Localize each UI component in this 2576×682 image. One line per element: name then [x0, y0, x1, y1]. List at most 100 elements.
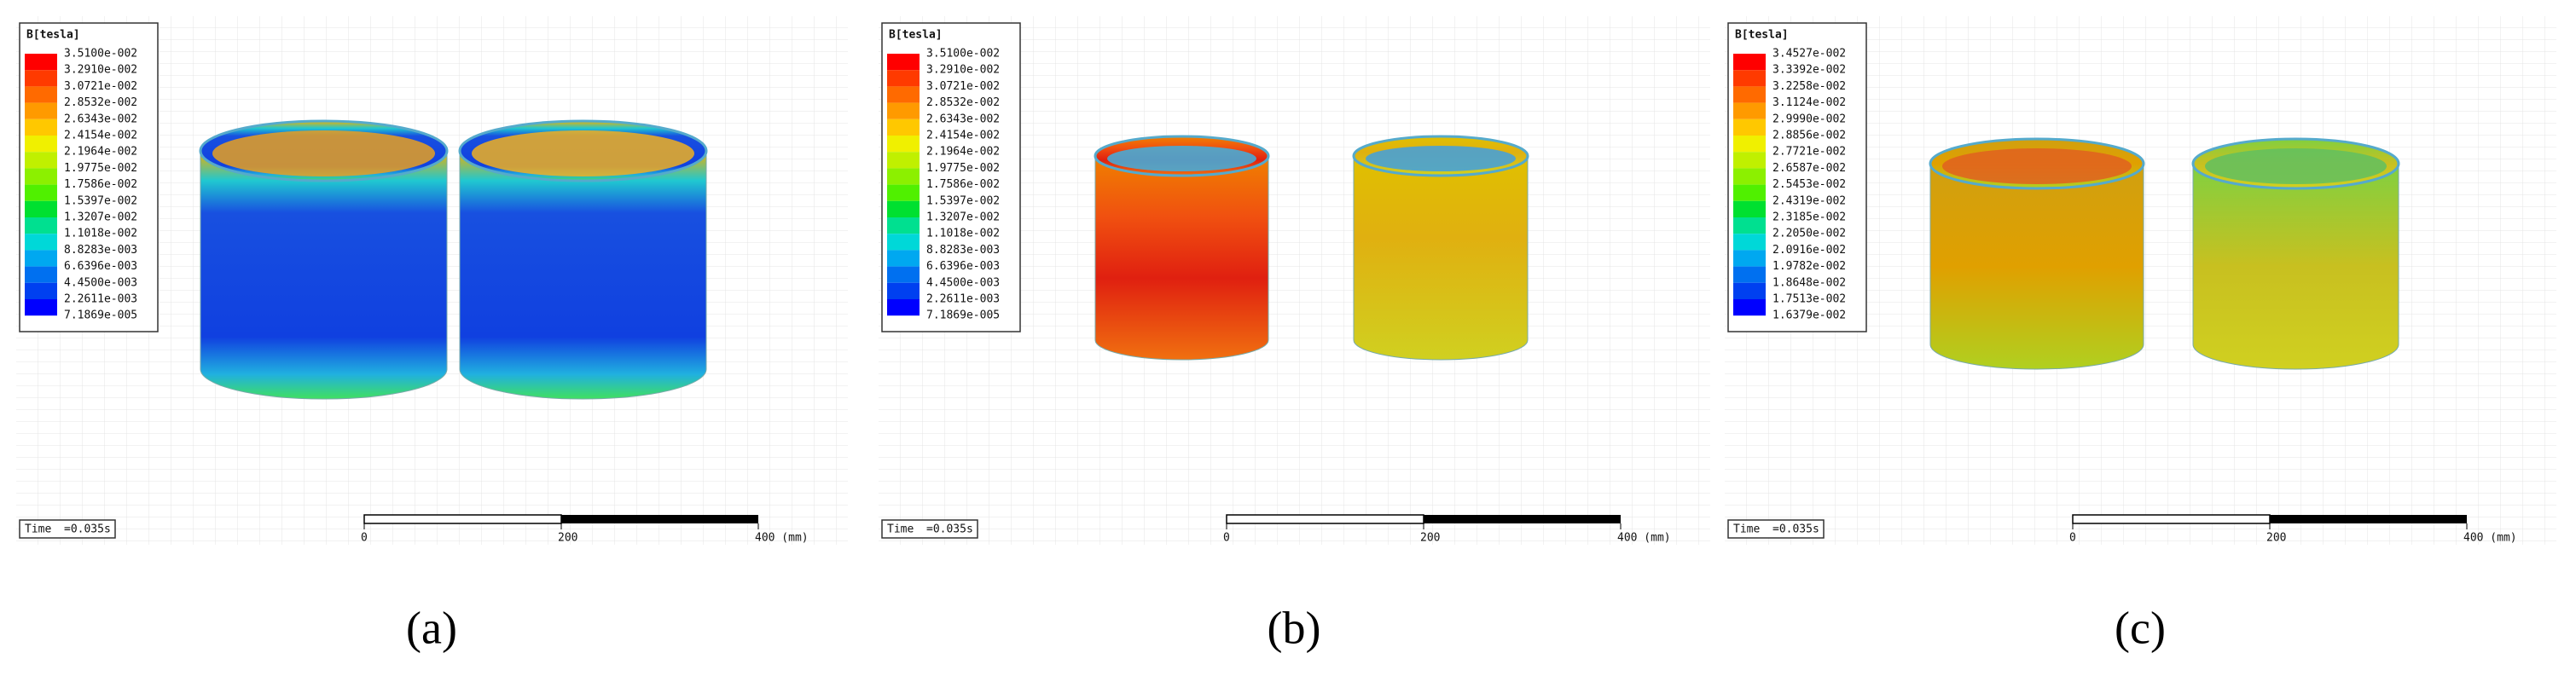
- legend-swatch: [1733, 168, 1766, 185]
- legend-swatch: [25, 54, 57, 71]
- scale-bar-white: [2072, 514, 2271, 524]
- legend-swatch: [25, 136, 57, 153]
- legend-label: 2.8532e-002: [926, 96, 1000, 109]
- legend-swatch: [1733, 299, 1766, 316]
- time-label: Time: [1733, 523, 1760, 536]
- panel-caption: (b): [1268, 602, 1321, 653]
- cylinder: [1929, 163, 2144, 370]
- legend-label: 1.9775e-002: [64, 162, 137, 175]
- legend-label: 1.1018e-002: [926, 228, 1000, 240]
- cylinder: [459, 150, 707, 400]
- time-label: Time: [887, 523, 914, 536]
- legend-swatch: [887, 184, 920, 201]
- cylinder: [200, 150, 448, 400]
- scale-label: 0: [361, 532, 368, 545]
- legend-swatch: [1733, 184, 1766, 201]
- legend-swatch: [1733, 54, 1766, 71]
- legend-label: 2.0916e-002: [1772, 244, 1846, 257]
- cylinder: [1353, 155, 1529, 361]
- legend-label: 2.7721e-002: [1772, 146, 1846, 159]
- time-value: =0.035s: [1772, 523, 1819, 536]
- legend-swatch: [25, 70, 57, 87]
- legend-label: 3.3392e-002: [1772, 64, 1846, 77]
- legend-swatch: [887, 299, 920, 316]
- legend-swatch: [25, 250, 57, 267]
- legend-swatch: [1733, 86, 1766, 103]
- legend-swatch: [1733, 118, 1766, 136]
- time-box: [1727, 519, 1825, 539]
- legend-label: 1.9782e-002: [1772, 260, 1846, 273]
- scale-bar-white: [1226, 514, 1424, 524]
- legend-swatch: [887, 54, 920, 71]
- scale-label: 0: [1223, 532, 1230, 545]
- cylinder: [1094, 155, 1269, 361]
- legend-swatch: [1733, 217, 1766, 234]
- scale-label: 0: [2069, 532, 2076, 545]
- legend-swatch: [1733, 102, 1766, 119]
- time-value: =0.035s: [926, 523, 973, 536]
- scale-label: 200: [558, 532, 577, 545]
- legend-label: 1.1018e-002: [64, 228, 137, 240]
- legend-label: 3.0721e-002: [926, 80, 1000, 93]
- legend-swatch: [887, 234, 920, 251]
- cylinder-inside: [1366, 146, 1516, 171]
- legend-label: 2.1964e-002: [64, 146, 137, 159]
- legend-swatch: [25, 266, 57, 283]
- scale-bar-black: [2270, 515, 2467, 523]
- legend-swatch: [25, 118, 57, 136]
- legend-label: 2.6587e-002: [1772, 162, 1846, 175]
- legend-label: 1.3207e-002: [64, 211, 137, 224]
- legend-label: 1.7513e-002: [1772, 293, 1846, 306]
- legend-swatch: [1733, 136, 1766, 153]
- legend-title: B[tesla]: [26, 29, 80, 42]
- legend-swatch: [887, 86, 920, 103]
- cylinder-inside: [1107, 146, 1256, 171]
- legend-swatch: [887, 168, 920, 185]
- legend-label: 1.8648e-002: [1772, 276, 1846, 289]
- legend-label: 1.5397e-002: [64, 194, 137, 207]
- legend-swatch: [25, 168, 57, 185]
- legend-label: 7.1869e-005: [64, 309, 137, 322]
- legend-label: 2.5453e-002: [1772, 178, 1846, 191]
- legend-swatch: [887, 118, 920, 136]
- legend-label: 2.2611e-003: [64, 293, 137, 306]
- legend-label: 2.4319e-002: [1772, 194, 1846, 207]
- legend-swatch: [887, 152, 920, 169]
- legend-label: 2.8856e-002: [1772, 130, 1846, 142]
- legend-label: 2.4154e-002: [926, 130, 1000, 142]
- scale-label: 400 (mm): [755, 532, 809, 545]
- legend-swatch: [887, 200, 920, 217]
- legend-label: 1.7586e-002: [64, 178, 137, 191]
- scale-bar-black: [1424, 515, 1621, 523]
- legend-swatch: [25, 234, 57, 251]
- panel-caption: (a): [406, 602, 457, 653]
- legend-label: 2.9990e-002: [1772, 113, 1846, 125]
- legend-label: 3.0721e-002: [64, 80, 137, 93]
- legend-label: 3.5100e-002: [64, 48, 137, 61]
- legend-label: 2.1964e-002: [926, 146, 1000, 159]
- scale-bar-white: [363, 514, 562, 524]
- legend-swatch: [25, 217, 57, 234]
- legend-label: 8.8283e-003: [926, 244, 1000, 257]
- scale-label: 400 (mm): [2463, 532, 2517, 545]
- panel-caption: (c): [2115, 602, 2166, 653]
- legend-label: 2.8532e-002: [64, 96, 137, 109]
- legend-swatch: [25, 152, 57, 169]
- time-box: [19, 519, 116, 539]
- legend-swatch: [887, 282, 920, 299]
- cylinder: [2192, 163, 2399, 370]
- legend-label: 3.2910e-002: [926, 64, 1000, 77]
- legend-swatch: [887, 266, 920, 283]
- legend-label: 2.4154e-002: [64, 130, 137, 142]
- legend-label: 3.1124e-002: [1772, 96, 1846, 109]
- scale-bar-black: [561, 515, 758, 523]
- scale-label: 400 (mm): [1617, 532, 1671, 545]
- legend-label: 1.6379e-002: [1772, 309, 1846, 322]
- time-box: [881, 519, 978, 539]
- legend-label: 3.5100e-002: [926, 48, 1000, 61]
- panel: B[tesla] 3.5100e-002 3.2910e-002 3.0721e-00…: [879, 16, 1710, 545]
- legend-swatch: [1733, 250, 1766, 267]
- legend-swatch: [887, 102, 920, 119]
- panel: B[tesla] 3.4527e-002 3.3392e-002 3.2258e-00…: [1725, 16, 2556, 545]
